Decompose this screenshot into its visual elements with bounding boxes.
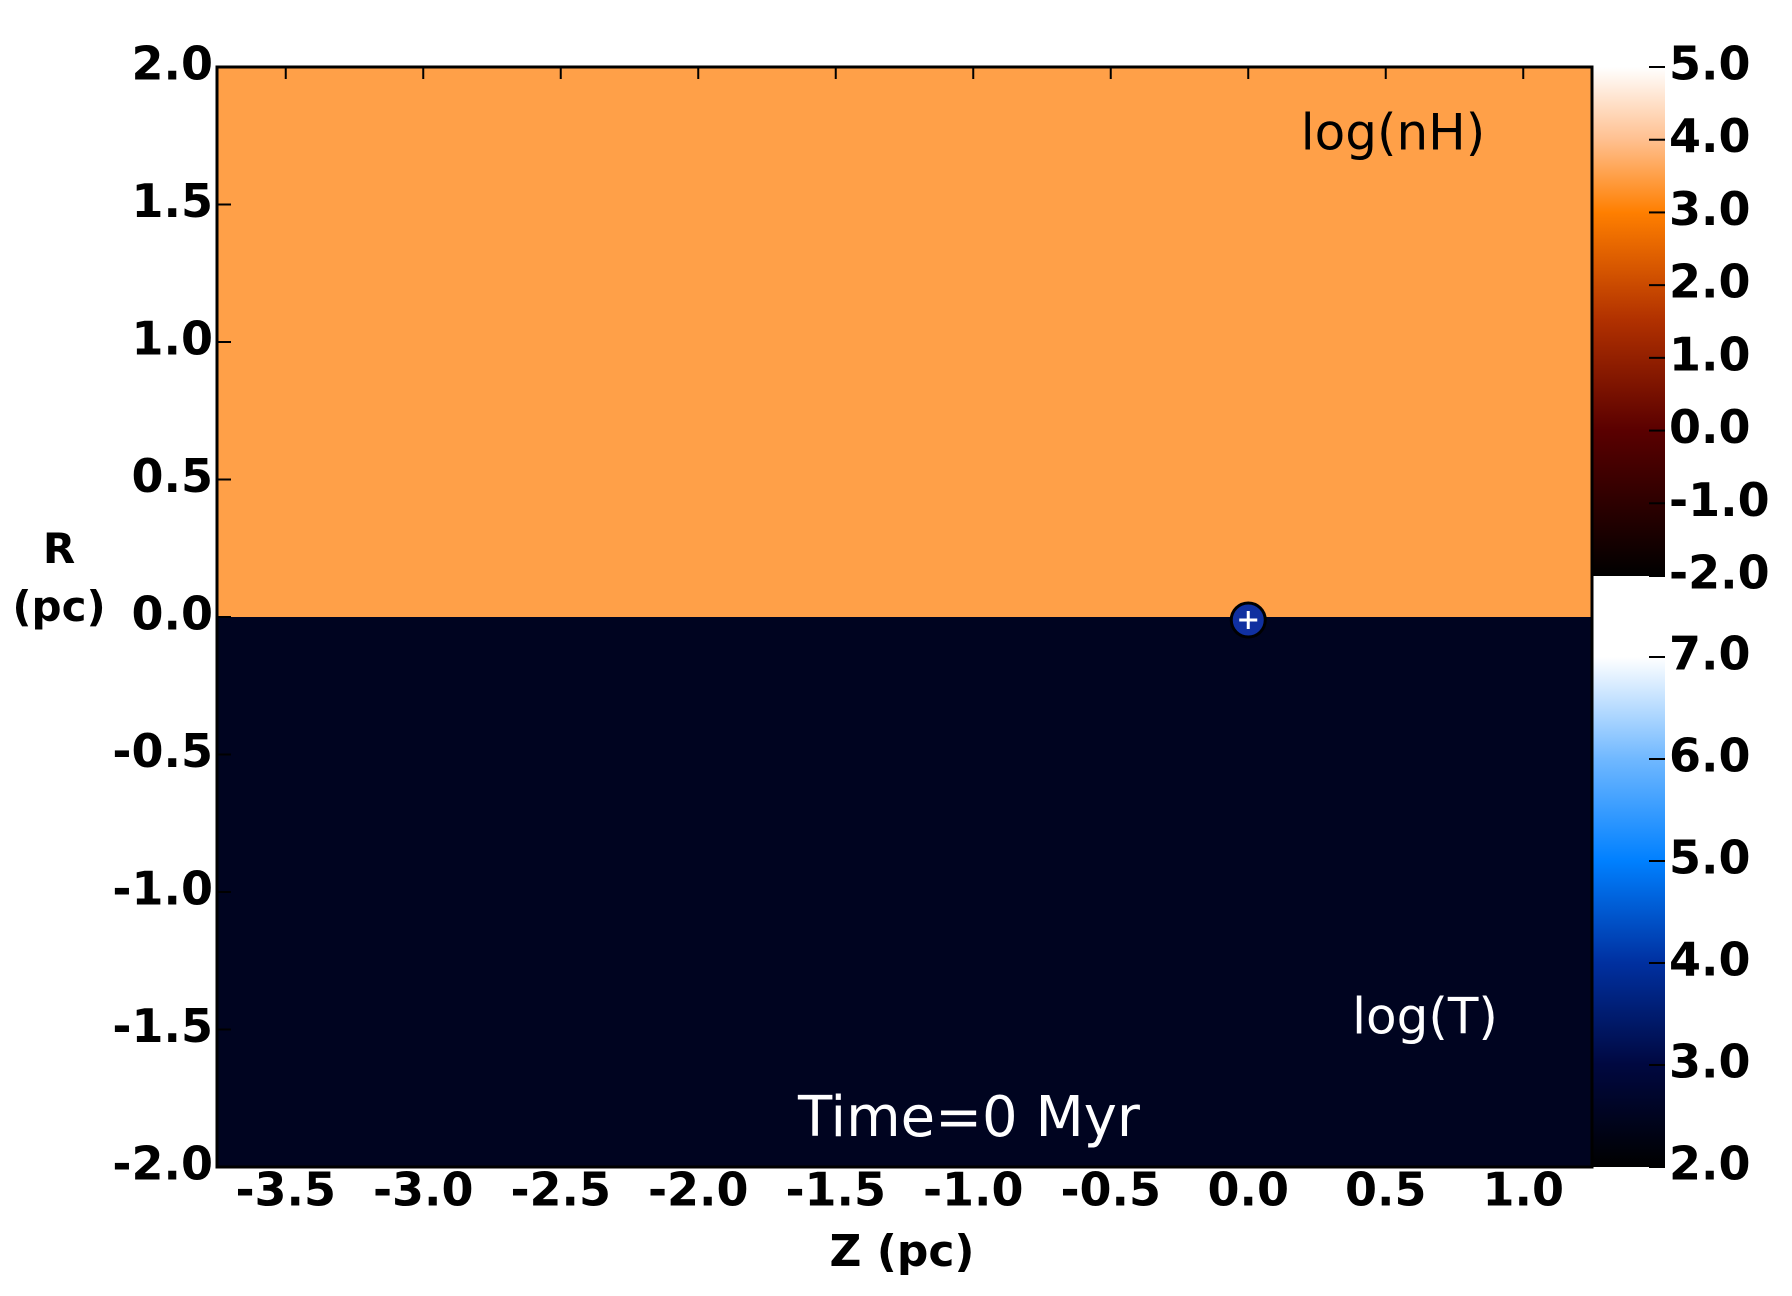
colorbar-tick-label: 3.0 bbox=[1669, 182, 1751, 236]
colorbar-tick-label: 3.0 bbox=[1669, 1035, 1751, 1089]
colorbar-tick-label: 5.0 bbox=[1669, 37, 1751, 91]
colorbar-tick-label: 2.0 bbox=[1669, 255, 1751, 309]
x-tick-label: 0.0 bbox=[1208, 1163, 1290, 1217]
colorbar-tick-label: 7.0 bbox=[1669, 627, 1751, 681]
y-tick-label: -1.0 bbox=[112, 862, 213, 916]
y-tick-label: 1.0 bbox=[132, 312, 214, 366]
x-tick-label: 1.0 bbox=[1483, 1163, 1565, 1217]
y-tick-label: -0.5 bbox=[112, 724, 213, 778]
y-axis-label: R (pc) bbox=[12, 524, 106, 631]
field bbox=[217, 617, 1592, 1167]
colorbar-tick-label: 6.0 bbox=[1669, 729, 1751, 783]
x-tick-label: -1.0 bbox=[923, 1163, 1024, 1217]
colorbar-tick-label: 4.0 bbox=[1669, 109, 1751, 163]
annotation: Time=0 Myr bbox=[797, 1085, 1141, 1150]
colorbar-tick-label: 0.0 bbox=[1669, 400, 1751, 454]
y-tick-label: 2.0 bbox=[132, 37, 214, 91]
x-tick-label: -3.0 bbox=[373, 1163, 474, 1217]
y-tick-label: 1.5 bbox=[132, 174, 214, 228]
y-tick-label: 0.5 bbox=[132, 449, 214, 503]
x-tick-label: -1.5 bbox=[785, 1163, 886, 1217]
x-tick-label: -2.5 bbox=[510, 1163, 611, 1217]
panel-label: log(nH) bbox=[1301, 104, 1486, 162]
colorbar-tick-label: -2.0 bbox=[1669, 546, 1770, 600]
x-tick-label: 0.5 bbox=[1345, 1163, 1427, 1217]
x-axis-label: Z (pc) bbox=[829, 1226, 974, 1277]
colorbar bbox=[1592, 67, 1665, 576]
colorbar-tick-label: 1.0 bbox=[1669, 327, 1751, 381]
y-tick-label: -2.0 bbox=[112, 1137, 213, 1191]
colorbar bbox=[1592, 657, 1665, 1167]
x-tick-label: -3.5 bbox=[235, 1163, 336, 1217]
y-tick-label: -1.5 bbox=[112, 999, 213, 1053]
panel-label: log(T) bbox=[1352, 988, 1498, 1046]
colorbar-tick-label: 4.0 bbox=[1669, 933, 1751, 987]
x-tick-label: -2.0 bbox=[648, 1163, 749, 1217]
x-tick-label: -0.5 bbox=[1060, 1163, 1161, 1217]
colorbar-tick-label: 5.0 bbox=[1669, 831, 1751, 885]
y-tick-label: 0.0 bbox=[132, 587, 214, 641]
source-cross bbox=[1239, 611, 1258, 629]
colorbar-tick-label: -1.0 bbox=[1669, 473, 1770, 527]
field bbox=[217, 67, 1592, 617]
colorbar-tick-label: 2.0 bbox=[1669, 1137, 1751, 1191]
